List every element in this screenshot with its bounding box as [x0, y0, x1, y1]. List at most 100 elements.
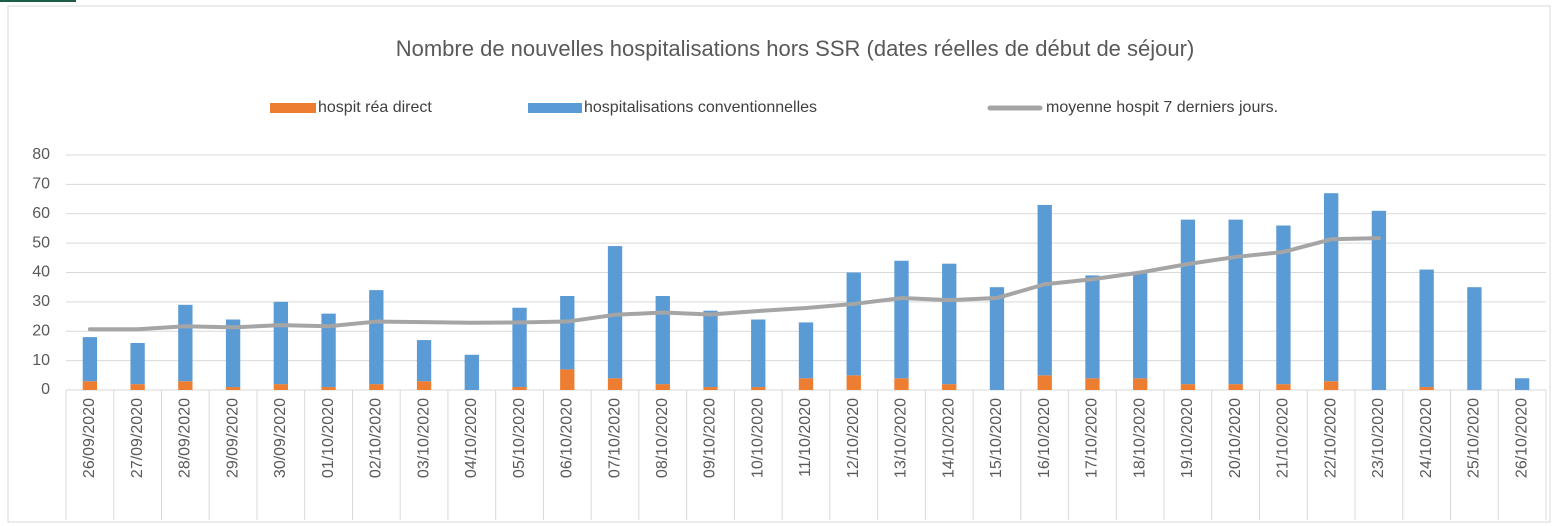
bar: [560, 369, 575, 390]
x-tick-label: 18/10/2020: [1131, 398, 1148, 478]
bar: [798, 378, 814, 390]
x-tick-label: 07/10/2020: [606, 398, 623, 478]
x-tick-label: 03/10/2020: [415, 398, 432, 478]
x-tick-label: 30/09/2020: [272, 398, 289, 478]
bar: [751, 319, 766, 388]
x-tick-label: 14/10/2020: [940, 398, 957, 478]
bar: [1514, 378, 1530, 390]
x-tick-label: 25/10/2020: [1466, 398, 1483, 478]
y-tick-label: 0: [41, 381, 50, 398]
bar: [1180, 384, 1196, 390]
x-tick-label: 20/10/2020: [1227, 398, 1244, 478]
bar: [1037, 375, 1052, 390]
bar: [894, 378, 909, 390]
bar: [1228, 384, 1243, 390]
bar: [798, 322, 814, 379]
x-tick-label: 06/10/2020: [559, 398, 576, 478]
x-tick-label: 16/10/2020: [1036, 398, 1053, 478]
bar: [846, 272, 861, 376]
bar: [1228, 219, 1243, 385]
x-tick-label: 24/10/2020: [1418, 398, 1435, 478]
bar: [130, 384, 145, 390]
bar: [1085, 275, 1100, 379]
y-tick-label: 40: [32, 264, 50, 281]
x-tick-label: 26/09/2020: [81, 398, 98, 478]
bar: [607, 378, 623, 390]
legend-label: moyenne hospit 7 derniers jours.: [1046, 99, 1278, 116]
bar: [464, 354, 479, 390]
bar: [607, 246, 623, 379]
bar: [416, 340, 432, 382]
x-tick-label: 04/10/2020: [463, 398, 480, 478]
bar: [703, 310, 718, 388]
y-tick-label: 10: [32, 352, 50, 369]
x-tick-label: 01/10/2020: [320, 398, 337, 478]
x-tick-label: 21/10/2020: [1275, 398, 1292, 478]
legend-swatch: [270, 103, 316, 113]
bar: [942, 263, 957, 385]
bar: [894, 260, 909, 379]
y-tick-label: 30: [32, 293, 50, 310]
bar: [1180, 219, 1196, 385]
x-tick-label: 15/10/2020: [988, 398, 1005, 478]
bar: [1276, 225, 1291, 385]
bar: [1419, 387, 1434, 390]
bar: [1276, 384, 1291, 390]
bar: [1371, 210, 1387, 390]
x-tick-label: 02/10/2020: [368, 398, 385, 478]
y-tick-label: 50: [32, 234, 50, 251]
legend-swatch: [528, 103, 582, 113]
bar: [416, 381, 432, 390]
bar: [942, 384, 957, 390]
x-tick-label: 22/10/2020: [1322, 398, 1339, 478]
x-tick-label: 05/10/2020: [511, 398, 528, 478]
x-tick-label: 28/09/2020: [177, 398, 194, 478]
bar: [130, 343, 145, 385]
x-tick-label: 13/10/2020: [893, 398, 910, 478]
x-tick-label: 12/10/2020: [845, 398, 862, 478]
bar: [1467, 287, 1482, 390]
bar: [703, 387, 718, 390]
bar: [273, 301, 288, 385]
bar: [655, 384, 670, 390]
bar: [512, 387, 527, 390]
bar: [178, 381, 193, 390]
bar: [225, 319, 241, 388]
bar: [82, 337, 98, 382]
chart-title: Nombre de nouvelles hospitalisations hor…: [396, 36, 1195, 61]
bar: [273, 384, 288, 390]
bar: [178, 304, 193, 382]
x-tick-label: 09/10/2020: [702, 398, 719, 478]
bar: [846, 375, 861, 390]
bar: [1324, 381, 1339, 390]
bar: [1419, 269, 1434, 388]
x-tick-label: 19/10/2020: [1179, 398, 1196, 478]
x-tick-label: 08/10/2020: [654, 398, 671, 478]
x-tick-label: 23/10/2020: [1370, 398, 1387, 478]
bar: [1324, 193, 1339, 382]
bar: [751, 387, 766, 390]
y-tick-label: 70: [32, 176, 50, 193]
bar: [989, 287, 1005, 390]
x-tick-label: 17/10/2020: [1084, 398, 1101, 478]
bar: [369, 290, 384, 385]
legend-label: hospit réa direct: [318, 99, 432, 116]
bar: [1085, 378, 1100, 390]
y-tick-label: 80: [32, 146, 50, 163]
bar: [1133, 378, 1148, 390]
bar: [1037, 204, 1052, 376]
y-tick-label: 60: [32, 205, 50, 222]
y-tick-label: 20: [32, 322, 50, 339]
x-tick-label: 29/09/2020: [224, 398, 241, 478]
x-tick-label: 26/10/2020: [1513, 398, 1530, 478]
bar: [560, 296, 575, 370]
bar: [655, 296, 670, 385]
bar: [1133, 272, 1148, 379]
bar: [321, 387, 336, 390]
bar: [225, 387, 241, 390]
x-tick-label: 11/10/2020: [797, 398, 814, 477]
legend-label: hospitalisations conventionnelles: [584, 99, 817, 116]
bar: [512, 307, 527, 388]
bar: [369, 384, 384, 390]
